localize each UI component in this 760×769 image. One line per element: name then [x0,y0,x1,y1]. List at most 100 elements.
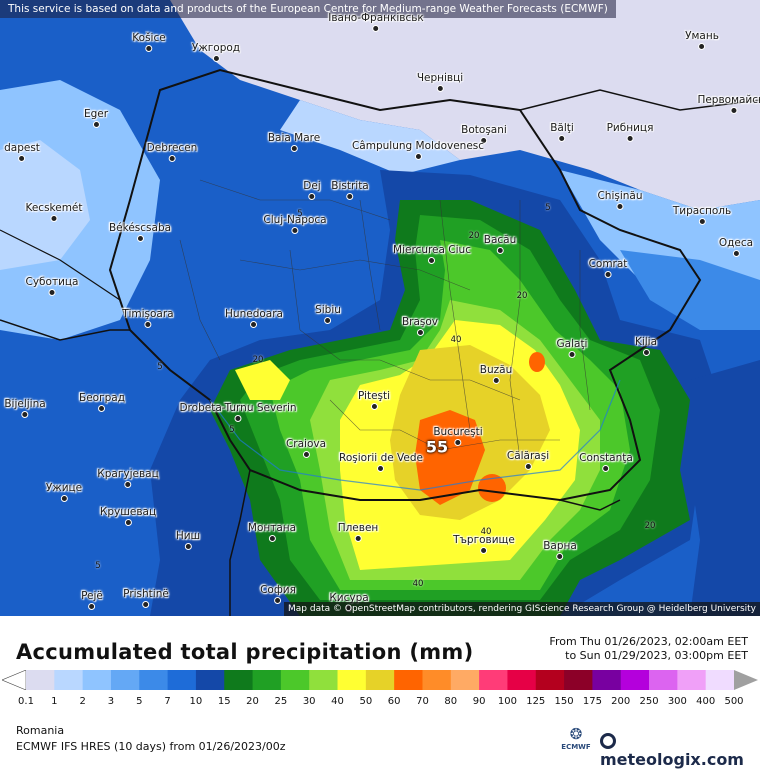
contour-value: 5 [95,561,101,571]
city-label: Chişinău [597,190,643,210]
scale-tick-label: 20 [246,696,259,707]
scale-tick-label: 40 [331,696,344,707]
ecmwf-logo-icon: ❂ [569,725,583,743]
city-dot-icon [308,193,316,200]
city-label: Békéscsaba [109,222,171,242]
city-dot-icon [698,218,706,225]
city-dot-icon [524,463,532,470]
scale-swatch [110,670,140,690]
city-dot-icon [377,465,385,472]
ecmwf-logo[interactable]: ❂ ECMWF [560,726,592,756]
yellow-blob-west [235,360,290,400]
contour-value: 5 [297,209,303,219]
scale-swatch [309,670,339,690]
city-label: Ужгород [192,42,240,62]
city-dot-icon [124,519,132,526]
city-dot-icon [268,535,276,542]
city-label: Galaţi [557,338,587,358]
border-dobruja [559,499,621,511]
city-name: Ужице [45,482,83,494]
scale-swatch [54,670,84,690]
city-name: Câmpulung Moldovenesc [351,140,485,152]
city-label: Търговище [453,534,515,554]
scale-arrow-right [734,670,758,690]
scale-swatch [422,670,452,690]
contour-value: 5 [157,362,163,372]
city-dot-icon [370,403,378,410]
map-attribution[interactable]: Map data © OpenStreetMap contributors, r… [284,602,760,616]
city-name: Braşov [401,316,439,328]
city-name: Kilia [634,336,658,348]
scale-tick-label: 2 [79,696,86,707]
city-name: Piteşti [357,390,391,402]
border-ukraine-moldova [519,89,760,111]
city-label: Pejë [81,590,103,610]
city-name: Варна [543,540,577,552]
scale-swatch [535,670,565,690]
scale-tick-label: 250 [639,696,659,707]
city-name: Pejë [81,590,103,602]
contour-value: 20 [516,291,528,301]
city-label: София [260,584,296,604]
scale-tick-label: 500 [724,696,744,707]
city-name: Kecskemét [25,202,83,214]
city-label: Prishtinë [123,588,169,608]
city-label: Монтана [248,522,296,542]
scale-swatch [280,670,310,690]
scale-tick-label: 50 [359,696,373,707]
city-name: dapest [4,142,40,154]
city-dot-icon [732,250,740,257]
city-name: Chişinău [597,190,643,202]
meteologix-logo[interactable]: meteologix.com [600,731,760,769]
city-dot-icon [730,107,738,114]
city-label: Одеса [719,237,753,257]
city-label: Варна [543,540,577,560]
scale-swatch [479,670,508,690]
city-label: Dej [303,180,321,200]
city-name: Рибниця [606,122,654,134]
scale-swatch [337,670,367,690]
city-name: Cluj-Napoca [263,214,327,226]
city-dot-icon [372,25,380,32]
city-dot-icon [604,271,612,278]
city-label: Sibiu [315,304,341,324]
city-dot-icon [324,317,332,324]
scale-swatch [394,670,423,690]
city-name: Debrecen [146,142,198,154]
city-dot-icon [124,481,132,488]
scale-swatch [592,670,622,690]
city-dot-icon [92,121,100,128]
city-dot-icon [136,235,144,242]
city-name: Търговище [453,534,515,546]
precipitation-map[interactable]: This service is based on data and produc… [0,0,760,616]
city-label: Суботица [26,276,78,296]
city-name: Монтана [247,522,297,534]
city-name: Buzău [479,364,513,376]
color-scale-ticks: 0.1 1 2 3 5 7 10 15 20 25 30 40 50 60 70 80 90 100 125 150 1… [0,696,760,710]
city-dot-icon [291,227,299,234]
city-name: Košice [132,32,166,44]
city-label: Ниш [176,530,200,550]
orange-spot-north [529,352,545,372]
city-dot-icon [414,153,422,160]
county-borders [179,179,591,461]
city-label: Београд [79,392,125,412]
contour-value: 5 [545,203,551,213]
city-label: Bucureşti [433,426,483,446]
scale-swatch [365,670,395,690]
city-dot-icon [454,439,462,446]
city-label: Рибниця [606,122,654,142]
city-name: Умань [685,30,719,42]
city-label: Debrecen [146,142,198,162]
city-label: Первомайськ [697,94,760,114]
scale-swatch [139,670,169,690]
ecmwf-notice-banner: This service is based on data and produc… [0,0,616,18]
scale-tick-label: 125 [526,696,546,707]
city-dot-icon [602,465,610,472]
city-name: Călăraşi [506,450,550,462]
contour-value: 20 [468,231,480,241]
city-name: Sibiu [315,304,341,316]
city-name: Prishtinë [123,588,169,600]
scale-tick-label: 300 [667,696,687,707]
city-dot-icon [168,155,176,162]
